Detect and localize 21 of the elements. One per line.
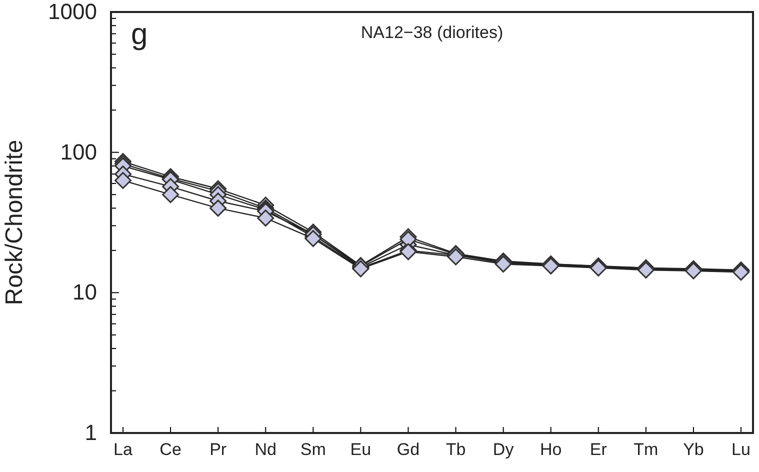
x-tick-label: Sm [300,440,326,460]
x-tick-label: La [114,440,133,460]
y-axis-title: Rock/Chondrite [1,140,28,306]
y-tick-label: 100 [60,139,97,164]
x-tick-label: Gd [396,440,420,460]
x-tick-label: Er [590,440,608,460]
x-tick-label: Yb [683,440,704,460]
x-tick-label: Tm [634,440,658,460]
y-tick-label: 1 [84,420,97,446]
x-tick-label: Eu [350,440,372,460]
y-tick-label: 1000 [48,0,97,24]
text: NA12−38 (diorites) [360,23,504,42]
x-tick-label: Nd [254,440,276,460]
x-tick-label: Lu [732,440,750,460]
y-tick-label: 10 [72,280,97,305]
annotation: g [131,18,148,51]
x-tick-label: Ho [540,440,562,460]
x-tick-label: Dy [492,440,514,460]
x-tick-label: Ce [160,440,182,460]
x-tick-label: Pr [210,440,227,460]
x-tick-label: Tb [446,440,466,460]
